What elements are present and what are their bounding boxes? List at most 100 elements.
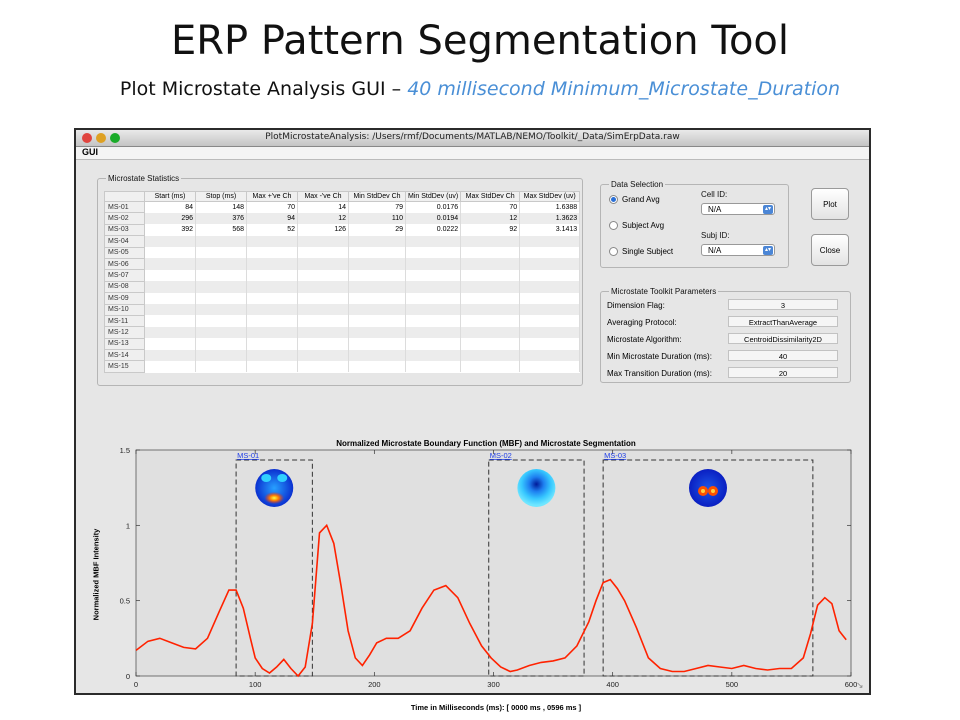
table-row[interactable]: MS-12 — [104, 326, 581, 339]
table-cell[interactable] — [246, 326, 298, 339]
table-cell[interactable] — [405, 258, 462, 270]
table-cell[interactable] — [460, 360, 521, 373]
table-cell[interactable] — [460, 258, 521, 270]
table-cell[interactable]: 0.0222 — [405, 224, 462, 236]
table-cell[interactable] — [246, 304, 298, 316]
table-cell[interactable]: 29 — [348, 224, 406, 236]
table-cell[interactable] — [460, 338, 521, 350]
table-cell[interactable] — [405, 247, 462, 259]
table-cell[interactable] — [195, 258, 247, 270]
table-cell[interactable] — [348, 349, 406, 361]
table-cell[interactable]: 110 — [348, 212, 406, 225]
table-cell[interactable] — [519, 338, 581, 350]
radio-grand-avg[interactable]: Grand Avg — [609, 195, 660, 204]
table-cell[interactable] — [348, 315, 406, 327]
close-button[interactable]: Close — [811, 234, 849, 266]
table-cell[interactable]: 70 — [246, 201, 298, 213]
table-cell[interactable] — [460, 292, 521, 305]
table-cell[interactable] — [348, 281, 406, 293]
column-header[interactable]: Min StdDev (uv) — [404, 191, 462, 202]
table-cell[interactable] — [144, 258, 196, 270]
cell-id-dropdown[interactable]: N/A ▴▾ — [701, 203, 775, 215]
table-row[interactable]: MS-02 296 376 94 12 110 0.0194 12 1.3623 — [104, 212, 581, 225]
table-row[interactable]: MS-15 — [104, 360, 581, 373]
table-cell[interactable] — [348, 360, 406, 373]
table-cell[interactable]: 70 — [460, 201, 521, 213]
table-cell[interactable] — [297, 360, 349, 373]
table-cell[interactable] — [405, 292, 462, 305]
mbf-plot[interactable]: 0 100 200 300 400 500 600 0 0.5 1 1.5 MS-01 MS-02 MS… — [76, 160, 869, 693]
table-cell[interactable] — [144, 360, 196, 373]
table-cell[interactable] — [460, 281, 521, 293]
table-row[interactable]: MS-04 — [104, 235, 581, 248]
table-cell[interactable] — [519, 349, 581, 361]
table-cell[interactable]: 12 — [297, 212, 349, 225]
table-cell[interactable] — [297, 326, 349, 339]
table-cell[interactable] — [519, 247, 581, 259]
table-cell[interactable] — [297, 281, 349, 293]
table-cell[interactable] — [144, 326, 196, 339]
table-cell[interactable]: 392 — [144, 224, 196, 236]
table-cell[interactable] — [405, 360, 462, 373]
table-cell[interactable] — [519, 269, 581, 282]
table-cell[interactable] — [519, 292, 581, 305]
table-cell[interactable] — [405, 235, 462, 248]
table-cell[interactable] — [519, 281, 581, 293]
statistics-table[interactable]: Start (ms) Stop (ms) Max +'ve Ch Max -'ve C… — [104, 191, 581, 373]
table-cell[interactable] — [460, 326, 521, 339]
table-cell[interactable] — [348, 258, 406, 270]
table-cell[interactable] — [297, 247, 349, 259]
plot-button[interactable]: Plot — [811, 188, 849, 220]
table-cell[interactable] — [144, 338, 196, 350]
table-row[interactable]: MS-11 — [104, 314, 581, 328]
table-cell[interactable]: 376 — [195, 212, 247, 225]
table-cell[interactable] — [195, 315, 247, 327]
table-cell[interactable] — [246, 269, 298, 282]
table-cell[interactable] — [246, 292, 298, 305]
table-cell[interactable]: 1.3623 — [519, 212, 581, 225]
table-cell[interactable] — [348, 235, 406, 248]
column-header[interactable]: Max StdDev (uv) — [519, 191, 581, 202]
close-window-icon[interactable] — [82, 133, 92, 143]
table-row[interactable]: MS-10 — [104, 303, 581, 316]
radio-subject-avg[interactable]: Subject Avg — [609, 221, 664, 230]
table-row[interactable]: MS-14 — [104, 349, 581, 362]
table-cell[interactable] — [460, 247, 521, 259]
resize-grip-icon[interactable]: ↘ — [856, 680, 864, 690]
table-cell[interactable] — [297, 338, 349, 350]
table-row[interactable]: MS-06 — [104, 257, 581, 271]
table-cell[interactable] — [195, 247, 247, 259]
table-cell[interactable] — [195, 235, 247, 248]
table-cell[interactable] — [297, 349, 349, 361]
table-cell[interactable] — [405, 326, 462, 339]
table-cell[interactable] — [405, 304, 462, 316]
table-cell[interactable] — [297, 315, 349, 327]
table-cell[interactable] — [405, 315, 462, 327]
table-cell[interactable] — [144, 349, 196, 361]
table-cell[interactable] — [195, 304, 247, 316]
table-row[interactable]: MS-13 — [104, 337, 581, 351]
table-cell[interactable] — [246, 281, 298, 293]
table-row[interactable]: MS-09 — [104, 292, 581, 305]
table-row[interactable]: MS-03 392 568 52 126 29 0.0222 92 3.1413 — [104, 223, 581, 237]
table-cell[interactable] — [144, 315, 196, 327]
table-cell[interactable]: 126 — [297, 224, 349, 236]
table-cell[interactable] — [519, 360, 581, 373]
table-cell[interactable] — [246, 360, 298, 373]
radio-unselected-icon[interactable] — [609, 247, 618, 256]
table-cell[interactable] — [297, 235, 349, 248]
table-cell[interactable] — [405, 269, 462, 282]
table-cell[interactable] — [144, 281, 196, 293]
table-cell[interactable] — [460, 304, 521, 316]
table-cell[interactable] — [246, 349, 298, 361]
table-cell[interactable] — [246, 338, 298, 350]
table-cell[interactable] — [195, 281, 247, 293]
table-cell[interactable] — [519, 235, 581, 248]
table-cell[interactable]: 12 — [460, 212, 521, 225]
table-cell[interactable] — [297, 292, 349, 305]
table-cell[interactable] — [405, 338, 462, 350]
table-cell[interactable] — [297, 269, 349, 282]
table-cell[interactable]: 148 — [195, 201, 247, 213]
table-cell[interactable] — [460, 349, 521, 361]
table-cell[interactable]: 3.1413 — [519, 224, 581, 236]
